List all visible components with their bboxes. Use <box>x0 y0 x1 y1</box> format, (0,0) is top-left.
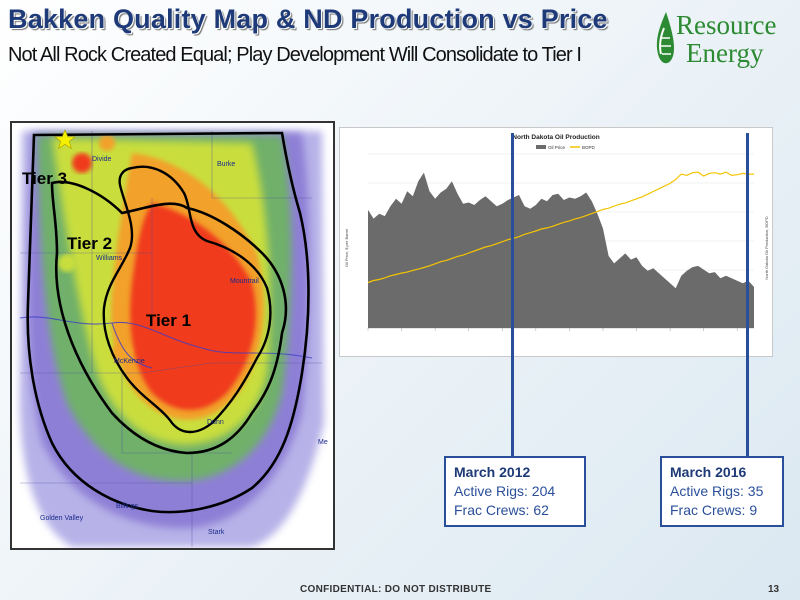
callout-line-2016 <box>746 133 749 457</box>
legend-production-label: BOPD <box>582 145 596 150</box>
place-mckenzie: McKenzie <box>114 358 145 365</box>
y-axis-left-label: Oil Price, $ per Barrel <box>344 229 349 267</box>
tier-1-label: Tier 1 <box>146 311 192 330</box>
place-divide: Divide <box>92 156 112 163</box>
legend-price-label: Oil Price <box>548 145 565 150</box>
production-line <box>367 171 754 284</box>
place-dunn: Dunn <box>207 419 224 426</box>
y-axis-right-label: North Dakota Oil Production, BOPD <box>764 216 769 279</box>
footer: CONFIDENTIAL: DO NOT DISTRIBUTE 13 <box>0 584 800 600</box>
chart-title: North Dakota Oil Production <box>512 134 599 141</box>
callout-march-2012: March 2012 Active Rigs: 204 Frac Crews: … <box>444 456 586 527</box>
place-burke: Burke <box>217 161 236 168</box>
callout-2016-rigs: Active Rigs: 35 <box>670 483 764 499</box>
logo-line-1: Resource <box>676 10 777 40</box>
place-mountrail: Mountrail <box>230 278 259 285</box>
oil-price-area <box>368 172 754 328</box>
callout-2016-crews: Frac Crews: 9 <box>670 502 758 518</box>
oil-drop-logo-icon <box>656 12 675 64</box>
place-williams: Williams <box>96 255 123 262</box>
callout-2012-rigs: Active Rigs: 204 <box>454 483 556 499</box>
bakken-quality-map: Tier 3 Tier 2 Tier 1 Divide Burke Willia… <box>10 121 335 550</box>
page-number: 13 <box>768 584 780 595</box>
place-golden-valley: Golden Valley <box>40 515 84 522</box>
tier-3-label: Tier 3 <box>22 169 68 188</box>
star-icon <box>54 129 76 150</box>
callout-2016-title: March 2016 <box>670 464 747 480</box>
tier-2-label: Tier 2 <box>67 234 113 253</box>
callout-2012-title: March 2012 <box>454 464 531 480</box>
nd-production-chart: North Dakota Oil Production Oil Price BO… <box>339 127 773 357</box>
legend-swatch-price <box>536 145 546 149</box>
confidential-notice: CONFIDENTIAL: DO NOT DISTRIBUTE <box>300 584 492 595</box>
place-stark: Stark <box>208 529 225 536</box>
place-me: Me <box>318 439 328 446</box>
place-billings: Billings <box>116 503 139 510</box>
callout-line-2012 <box>511 133 514 457</box>
slide-title: Bakken Quality Map & ND Production vs Pr… <box>8 4 608 34</box>
slide-subtitle: Not All Rock Created Equal; Play Develop… <box>8 44 582 66</box>
callout-march-2016: March 2016 Active Rigs: 35 Frac Crews: 9 <box>660 456 784 527</box>
logo-line-2: Energy <box>686 38 764 68</box>
company-logo: Resource Energy <box>652 8 798 72</box>
callout-2012-crews: Frac Crews: 62 <box>454 502 549 518</box>
